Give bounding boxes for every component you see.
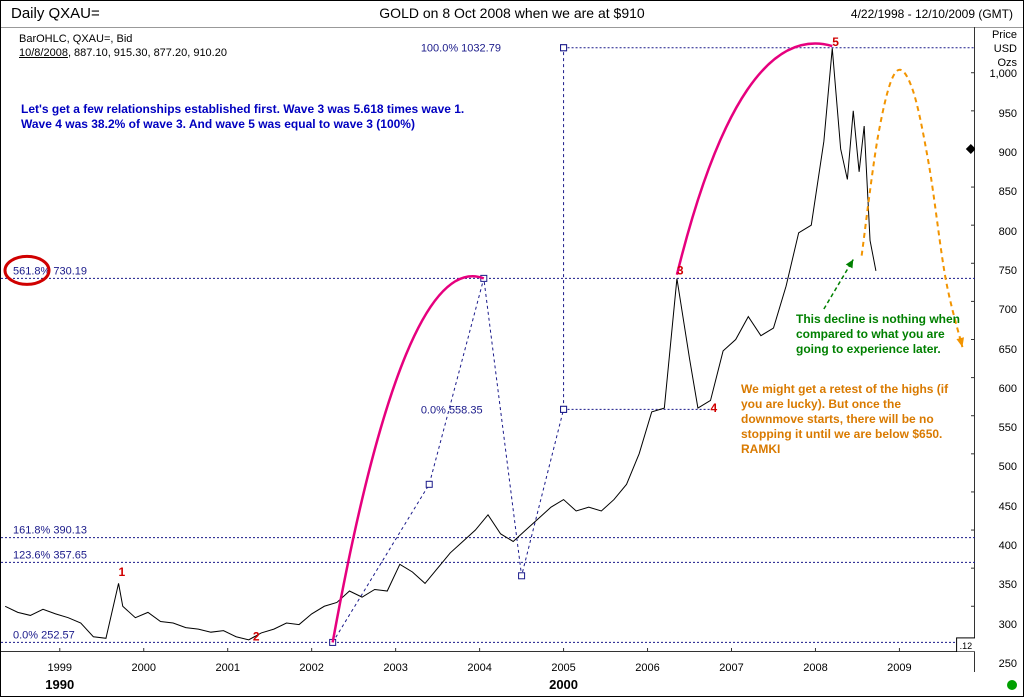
y-tick: 300 [999, 619, 1017, 631]
plot-area: 0.0% 252.57123.6% 357.65161.8% 390.13561… [1, 27, 975, 652]
svg-text:.12: .12 [960, 641, 973, 651]
y-tick: 950 [999, 108, 1017, 120]
x-tick: 2007 [719, 662, 743, 674]
svg-text:1: 1 [119, 565, 126, 579]
x-tick: 2004 [467, 662, 491, 674]
x-tick: 2008 [803, 662, 827, 674]
y-tick: 750 [999, 265, 1017, 277]
x-tick: 1999 [48, 662, 72, 674]
x-tick: 2009 [887, 662, 911, 674]
y-tick: 350 [999, 579, 1017, 591]
x-decade: 2000 [549, 677, 578, 692]
y-tick: 600 [999, 383, 1017, 395]
y-tick: 700 [999, 304, 1017, 316]
y-tick: 400 [999, 540, 1017, 552]
date-range-label: 4/22/1998 - 12/10/2009 (GMT) [851, 7, 1013, 21]
y-tick: 900 [999, 147, 1017, 159]
svg-text:5: 5 [832, 35, 839, 49]
svg-text:2: 2 [253, 630, 260, 644]
y-unit-price: Price [992, 29, 1017, 41]
svg-text:161.8% 390.13: 161.8% 390.13 [13, 525, 87, 537]
x-tick: 2006 [635, 662, 659, 674]
svg-text:4: 4 [711, 401, 718, 415]
y-unit-ozs: Ozs [997, 57, 1017, 69]
y-tick: 550 [999, 422, 1017, 434]
y-tick: 450 [999, 501, 1017, 513]
svg-text:0.0% 558.35: 0.0% 558.35 [421, 404, 483, 416]
y-tick: 650 [999, 344, 1017, 356]
x-tick: 2000 [131, 662, 155, 674]
chart-root: Daily QXAU= GOLD on 8 Oct 2008 when we a… [0, 0, 1024, 697]
chart-header: Daily QXAU= GOLD on 8 Oct 2008 when we a… [1, 1, 1023, 28]
status-dot-icon [1007, 680, 1017, 690]
y-tick: 850 [999, 186, 1017, 198]
y-tick: 800 [999, 226, 1017, 238]
y-tick: 1,000 [989, 68, 1017, 80]
y-tick: 250 [999, 658, 1017, 670]
commentary-green: This decline is nothing when compared to… [796, 312, 971, 357]
y-unit-usd: USD [994, 43, 1017, 55]
commentary-blue: Let's get a few relationships establishe… [21, 102, 561, 132]
svg-text:123.6% 357.65: 123.6% 357.65 [13, 549, 87, 561]
x-decade: 1990 [45, 677, 74, 692]
y-axis: Price USD Ozs 250 300 350 400 450 500 550 600 65… [974, 27, 1023, 672]
x-tick: 2001 [215, 662, 239, 674]
commentary-orange: We might get a retest of the highs (if y… [741, 382, 966, 457]
y-tick: 500 [999, 461, 1017, 473]
x-tick: 2003 [383, 662, 407, 674]
svg-text:0.0% 252.57: 0.0% 252.57 [13, 629, 75, 641]
svg-text:100.0% 1032.79: 100.0% 1032.79 [421, 43, 501, 55]
x-tick: 2002 [299, 662, 323, 674]
x-tick: 2005 [551, 662, 575, 674]
svg-text:3: 3 [677, 264, 684, 278]
x-axis: 1999 2000 2001 2002 2003 2004 2005 2006 2007 2008… [1, 651, 975, 696]
